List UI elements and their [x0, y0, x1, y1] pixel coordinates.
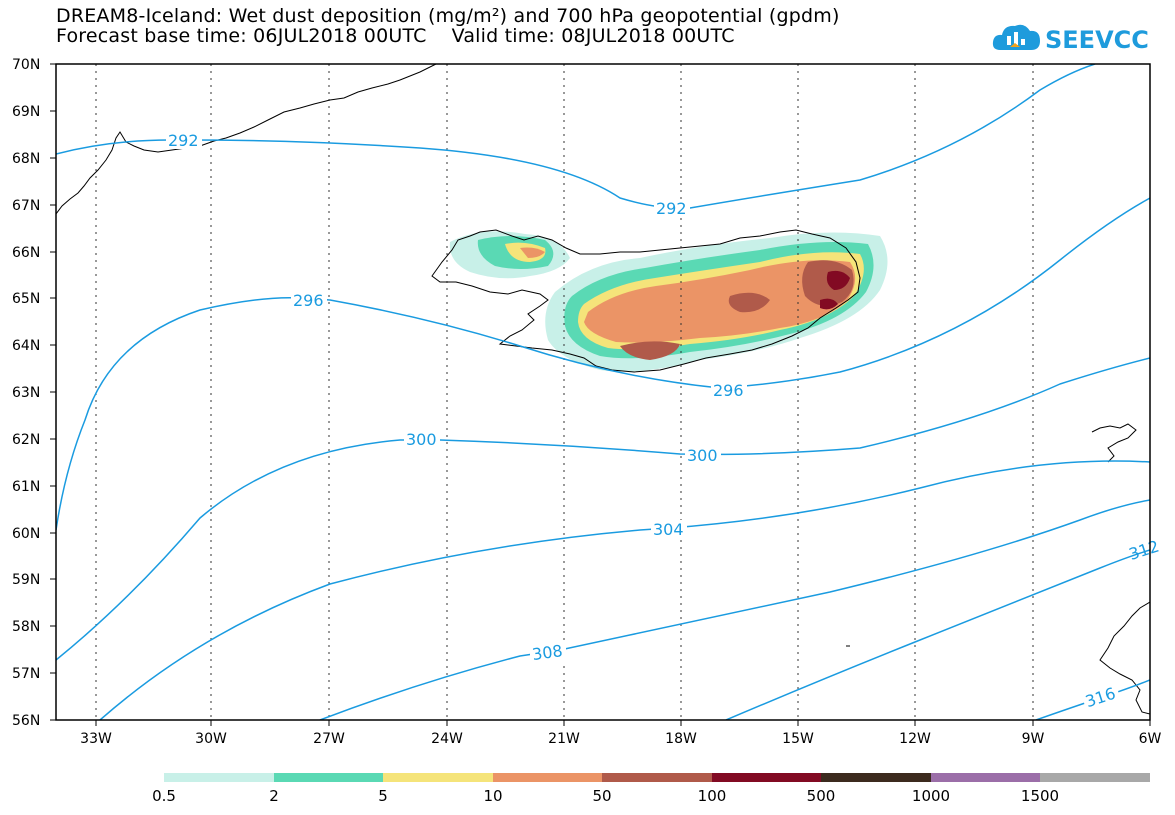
contour-label: 296 — [293, 291, 324, 310]
graticule — [95, 64, 1034, 720]
contour-300 — [56, 357, 1150, 661]
longitude-labels: 33W 30W 27W 24W 21W 18W 15W 12W 9W 6W — [80, 731, 1161, 747]
contour-labels: 292 292 296 296 300 300 304 308 312 316 — [166, 131, 1161, 711]
lat-label: 69N — [12, 104, 40, 120]
contour-304 — [99, 460, 1150, 720]
lon-label: 9W — [1022, 731, 1045, 747]
colorbar-swatch — [493, 773, 602, 782]
contour-label: 296 — [713, 381, 744, 400]
lat-label: 61N — [12, 479, 40, 495]
forecast-time-subtitle: Forecast base time: 06JUL2018 00UTC Vali… — [56, 25, 735, 47]
lon-label: 33W — [80, 731, 112, 747]
lat-label: 70N — [12, 57, 40, 73]
colorbar-label: 0.5 — [152, 787, 176, 805]
lat-label: 59N — [12, 572, 40, 588]
dust-deposition-field — [449, 231, 888, 372]
scotland-coast — [1099, 601, 1150, 715]
plot-frame — [55, 63, 1151, 721]
contour-308 — [319, 499, 1150, 720]
chart-title: DREAM8-Iceland: Wet dust deposition (mg/… — [56, 5, 840, 27]
lat-label: 56N — [12, 713, 40, 729]
colorbar: 0.5 2 5 10 50 100 500 1000 1500 — [152, 773, 1150, 805]
contour-label: 300 — [406, 430, 437, 449]
colorbar-label: 500 — [807, 787, 836, 805]
contour-292 — [56, 64, 1096, 210]
contour-label: 292 — [168, 131, 199, 150]
colorbar-swatch — [1040, 773, 1150, 782]
lon-label: 27W — [313, 731, 345, 747]
contour-label: 308 — [531, 641, 564, 664]
contour-296 — [56, 197, 1150, 531]
lon-label: 15W — [782, 731, 814, 747]
lon-label: 21W — [548, 731, 580, 747]
colorbar-label: 5 — [378, 787, 388, 805]
lon-label: 24W — [431, 731, 463, 747]
colorbar-swatch — [602, 773, 712, 782]
lon-label: 6W — [1139, 731, 1162, 747]
colorbar-swatch — [164, 773, 274, 782]
lon-label: 18W — [665, 731, 697, 747]
faroe-coast — [1091, 423, 1137, 463]
cloud-icon — [992, 24, 1040, 50]
colorbar-swatch — [931, 773, 1040, 782]
lat-label: 66N — [12, 245, 40, 261]
logo-text: SEEVCCC — [1045, 26, 1150, 54]
contour-label: 312 — [1126, 536, 1161, 564]
lat-label: 57N — [12, 666, 40, 682]
greenland-coast — [56, 64, 437, 215]
latitude-labels: 70N 69N 68N 67N 66N 65N 64N 63N 62N 61N … — [12, 57, 40, 729]
lat-label: 67N — [12, 198, 40, 214]
geopotential-contours — [56, 64, 1150, 720]
contour-312 — [725, 549, 1150, 720]
colorbar-label: 100 — [698, 787, 727, 805]
colorbar-label: 50 — [592, 787, 611, 805]
lat-label: 62N — [12, 432, 40, 448]
dust-level-100 — [820, 270, 850, 310]
lat-label: 65N — [12, 291, 40, 307]
contour-label: 316 — [1083, 684, 1118, 712]
lat-label: 64N — [12, 338, 40, 354]
lat-label: 58N — [12, 619, 40, 635]
colorbar-label: 2 — [269, 787, 279, 805]
axis-ticks — [50, 63, 1151, 726]
iceland-coast — [431, 229, 861, 373]
colorbar-label: 1000 — [912, 787, 950, 805]
coastlines — [56, 64, 1150, 715]
colorbar-swatch — [712, 773, 821, 782]
lat-label: 68N — [12, 151, 40, 167]
contour-label: 300 — [687, 446, 718, 465]
contour-label: 304 — [653, 520, 684, 539]
colorbar-swatch — [383, 773, 493, 782]
seevccc-logo: SEEVCCC — [990, 14, 1167, 58]
lat-label: 60N — [12, 526, 40, 542]
lon-label: 30W — [195, 731, 227, 747]
colorbar-swatch — [821, 773, 931, 782]
contour-label: 292 — [656, 199, 687, 218]
colorbar-label: 10 — [483, 787, 502, 805]
colorbar-swatch — [274, 773, 383, 782]
colorbar-label: 1500 — [1021, 787, 1059, 805]
lon-label: 12W — [899, 731, 931, 747]
lat-label: 63N — [12, 385, 40, 401]
dust-level-10 — [520, 247, 856, 343]
